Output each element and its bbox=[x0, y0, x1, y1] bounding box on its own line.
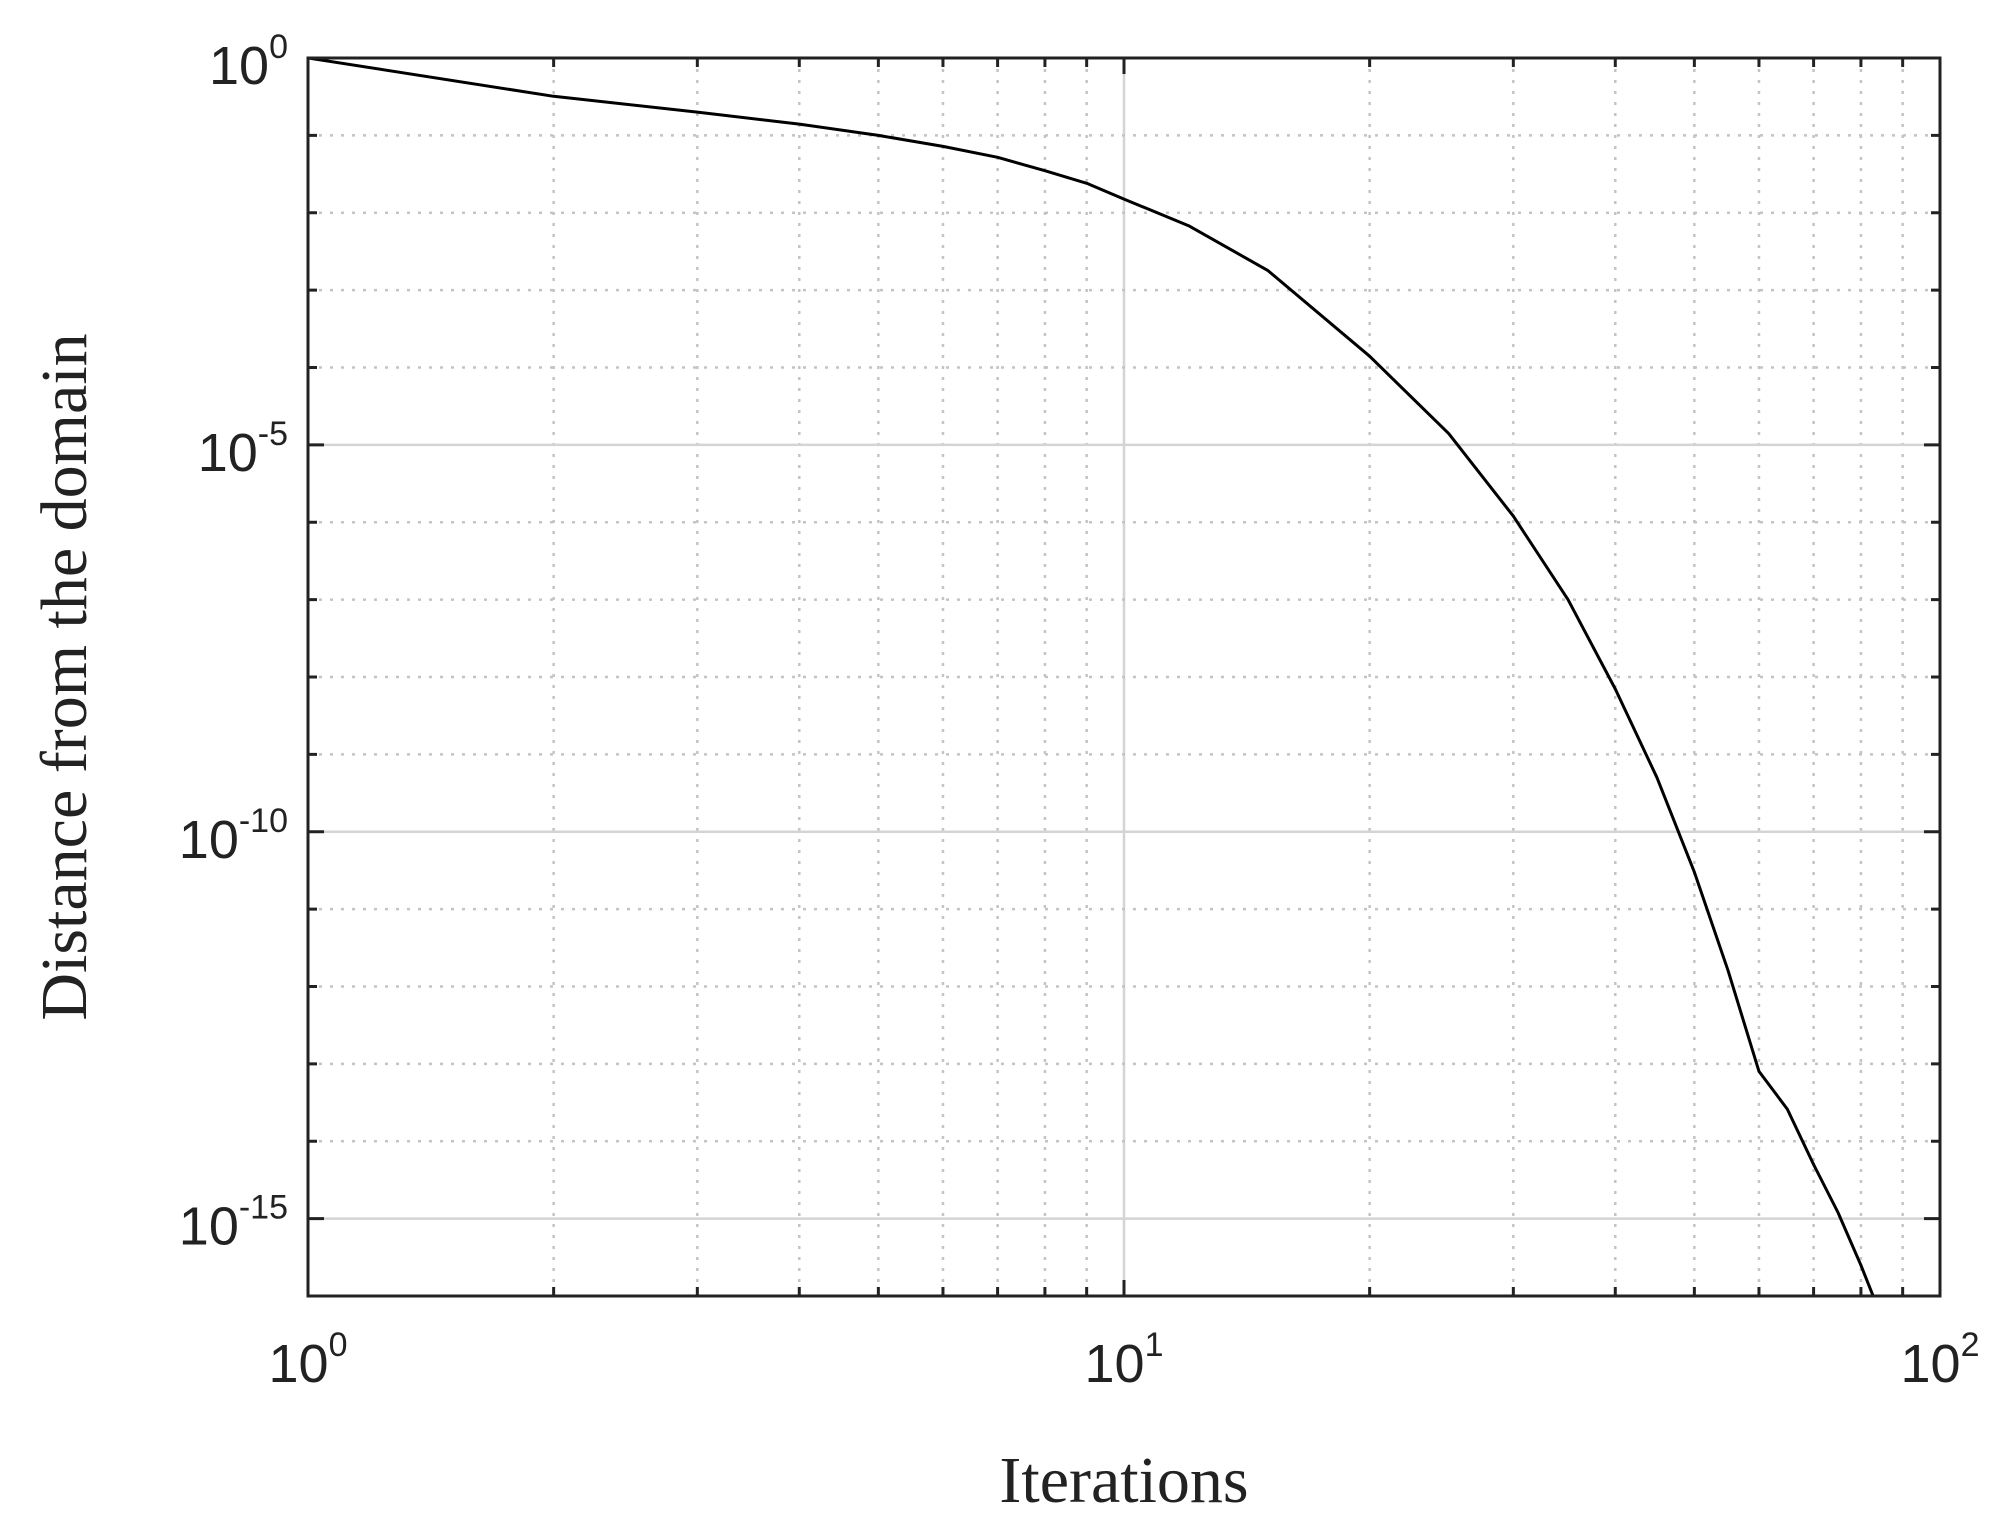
x-tick-label: 101 bbox=[1085, 1326, 1164, 1394]
y-axis-title: Distance from the domain bbox=[28, 333, 101, 1020]
series-line bbox=[308, 58, 1899, 1296]
x-axis-title: Iterations bbox=[999, 1444, 1248, 1517]
x-tick-label: 102 bbox=[1901, 1326, 1980, 1394]
grid bbox=[308, 58, 1940, 1296]
y-tick-label: 100 bbox=[209, 28, 288, 96]
y-tick-label: 10-15 bbox=[179, 1189, 288, 1257]
tick-labels: 100 101 102 100 10-5 10-10 10-15 bbox=[179, 28, 1980, 1394]
ticks bbox=[308, 58, 1940, 1296]
y-tick-label: 10-10 bbox=[179, 802, 288, 870]
x-tick-label: 100 bbox=[269, 1326, 348, 1394]
y-tick-label: 10-5 bbox=[198, 415, 288, 483]
series-layer bbox=[308, 58, 1899, 1296]
